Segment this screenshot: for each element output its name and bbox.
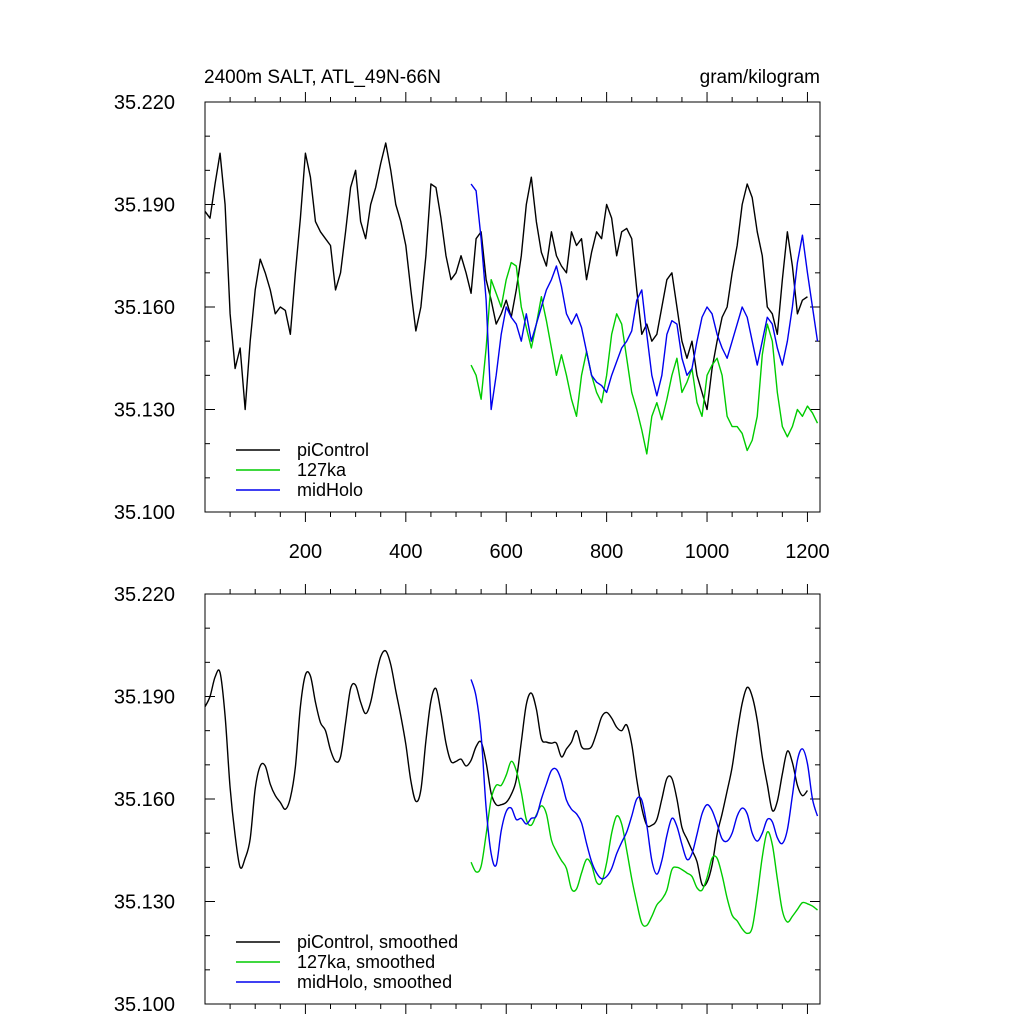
chart-title-right: gram/kilogram [700,67,820,88]
panel-top: 2400m SALT, ATL_49N-66N gram/kilogram 35… [114,67,830,563]
y-tick-label: 35.220 [114,584,175,606]
axis-ticks-top: 35.100 35.130 35.160 35.190 35.220 200 400 600 8… [114,92,830,563]
legend-label: piControl, smoothed [297,932,458,952]
y-tick-label: 35.130 [114,400,175,422]
x-tick-label: 1000 [685,541,730,563]
x-tick-label: 1200 [785,541,830,563]
legend-label: midHolo, smoothed [297,972,452,992]
y-tick-label: 35.160 [114,297,175,319]
y-tick-label: 35.220 [114,92,175,114]
series-line-127ka-top [470,261,819,455]
y-tick-label: 35.100 [114,502,175,524]
series-line-127ka-bottom [470,760,818,935]
series-line-midholo-bottom [470,679,819,880]
y-tick-label: 35.100 [114,994,175,1016]
legend-label: 127ka [297,460,347,480]
x-tick-label: 200 [289,541,322,563]
y-tick-label: 35.190 [114,195,175,217]
legend-label: piControl [297,440,369,460]
y-tick-label: 35.190 [114,687,175,709]
series-line-midholo-top [470,183,819,411]
series-lines-bottom [204,649,819,935]
x-tick-label: 600 [490,541,523,563]
chart-title-left: 2400m SALT, ATL_49N-66N [204,67,441,88]
series-line-picontrol-bottom [204,649,809,887]
y-tick-label: 35.130 [114,892,175,914]
x-tick-label: 400 [389,541,422,563]
x-tick-label: 800 [590,541,623,563]
axis-ticks-bottom: 35.100 35.130 35.160 35.190 35.220 [114,584,820,1016]
series-line-picontrol-top [204,142,808,411]
legend-label: midHolo [297,480,363,500]
legend-label: 127ka, smoothed [297,952,435,972]
panel-bottom: 35.100 35.130 35.160 35.190 35.220 piControl… [114,584,821,1016]
y-tick-label: 35.160 [114,789,175,811]
series-lines-top [204,142,819,455]
